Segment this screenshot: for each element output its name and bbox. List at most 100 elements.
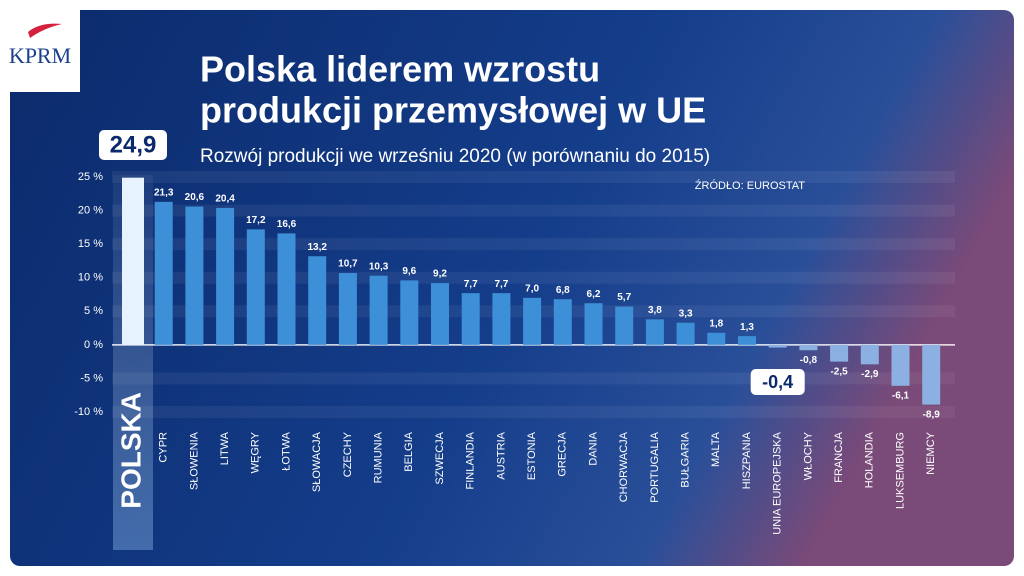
value-label: 9,6 [402,266,416,277]
value-label: 7,7 [494,279,508,290]
x-tick-label: SŁOWENIA [188,431,200,490]
bar [830,344,849,362]
value-label: 20,4 [215,194,235,205]
value-label: 6,2 [587,289,601,300]
bar [216,207,235,345]
value-label: 1,3 [740,322,754,333]
bar [277,233,296,345]
x-tick-label: NIEMCY [925,431,937,474]
value-label: 7,7 [464,279,478,290]
y-tick-label: 0 % [84,339,103,351]
bar [584,303,603,345]
bar [492,293,511,345]
y-tick-label: -5 % [80,372,103,384]
value-label: 6,8 [556,285,570,296]
value-label: 10,7 [338,259,358,270]
bar [431,283,449,345]
bar [891,344,910,386]
bar [400,280,419,345]
x-tick-label: FRANCJA [833,431,845,482]
x-tick-label: BELGIA [403,431,415,471]
bar [338,273,357,345]
x-tick-label: WĘGRY [250,431,262,473]
x-tick-label: DANIA [587,431,599,465]
bar [122,177,144,345]
bar [553,299,572,345]
bar [461,293,480,345]
bar [308,256,327,345]
x-tick-label: POLSKA [115,392,146,509]
source: ŹRÓDŁO: EUROSTAT [695,179,805,192]
title-line: Polska liderem wzrostu [200,49,600,90]
bar [922,344,941,405]
x-tick-label: HISZPANIA [741,431,753,489]
y-tick-label: 10 % [78,272,103,284]
bar [369,275,388,345]
value-label: -6,1 [892,390,910,401]
value-label: -2,9 [861,369,879,380]
x-tick-label: MALTA [710,431,722,467]
subtitle: Rozwój produkcji we wrześniu 2020 (w por… [200,146,710,167]
x-tick-label: HOLANDIA [864,431,876,488]
value-label: 5,7 [617,292,631,303]
x-tick-label: AUSTRIA [495,431,507,479]
bar [523,297,542,345]
logo-flag [28,23,62,38]
background [10,10,1014,566]
value-label: 3,3 [679,308,693,319]
x-tick-label: RUMUNIA [373,431,385,483]
value-label: 24,9 [110,131,157,158]
x-tick-label: WŁOCHY [802,431,814,480]
value-label: 20,6 [185,192,205,203]
value-label: 10,3 [369,261,389,272]
value-label: 21,3 [154,187,174,198]
y-tick-label: 5 % [84,305,103,317]
x-tick-label: UNIA EUROPEJSKA [772,431,784,534]
x-tick-label: GRECJA [557,431,569,476]
label-box [750,369,805,395]
bar [676,322,695,345]
logo-text: KPRM [9,43,71,68]
x-tick-label: SZWECJA [434,431,446,484]
value-label: 16,6 [277,219,297,230]
value-label: 1,8 [709,318,723,329]
y-tick-label: 20 % [78,204,103,216]
x-tick-label: PORTUGALIA [649,431,661,502]
value-label: -0,8 [800,355,818,366]
value-label: -2,5 [830,366,848,377]
bar [645,319,664,345]
x-tick-label: CHORWACJA [618,431,630,502]
value-label: -8,9 [923,409,941,420]
x-tick-label: FINLANDIA [465,431,477,489]
bar [799,344,818,351]
value-label: 13,2 [307,242,327,253]
value-label: -0,4 [762,372,793,392]
x-tick-label: BUŁGARIA [680,431,692,487]
bar [707,332,726,345]
bar [738,336,756,345]
bar [615,306,634,345]
x-tick-label: ESTONIA [526,431,538,480]
x-tick-label: SŁOWACJA [311,431,323,492]
value-label: 9,2 [433,269,447,280]
value-label: 3,8 [648,305,662,316]
x-tick-label: ŁOTWA [280,431,292,470]
bar [860,344,879,365]
logo-box [0,0,80,92]
x-tick-label: CZECHY [342,431,354,477]
bar [246,229,265,345]
y-tick-label: -10 % [74,406,103,418]
x-tick-label: LUKSEMBURG [894,432,906,509]
bar [768,344,787,348]
value-label: 7,0 [525,283,539,294]
y-tick-label: 25 % [78,171,103,183]
value-label: 17,2 [246,215,266,226]
bar [154,201,173,345]
x-tick-label: CYPR [158,432,170,463]
x-tick-label: LITWA [219,431,231,465]
y-tick-label: 15 % [78,238,103,250]
label-box [99,130,167,160]
bar [185,206,204,345]
